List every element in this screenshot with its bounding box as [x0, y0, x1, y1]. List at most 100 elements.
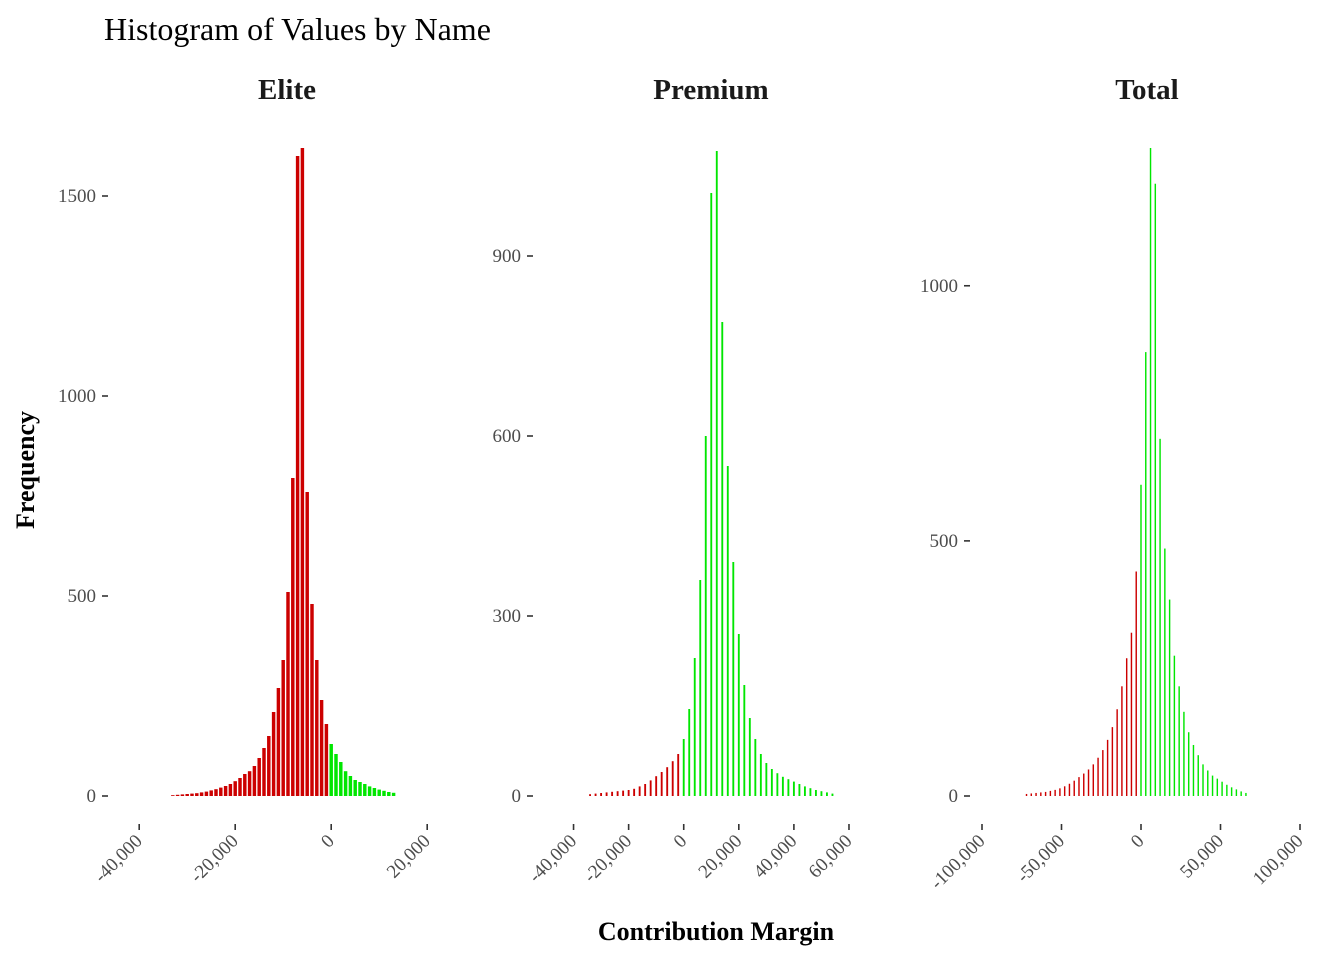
histogram-bar	[348, 776, 353, 796]
histogram-bar	[594, 793, 597, 796]
histogram-bar	[372, 788, 377, 796]
histogram-bar	[190, 793, 194, 796]
x-tick-label: 20,000	[383, 831, 435, 883]
y-tick-label: 0	[512, 786, 522, 807]
histogram-bar	[1059, 788, 1061, 796]
histogram-bar	[666, 767, 669, 796]
histogram-bar	[737, 634, 740, 796]
x-tick-label: 0	[670, 831, 692, 853]
histogram-bar	[710, 193, 713, 796]
histogram-bar	[826, 792, 828, 796]
histogram-bar	[1216, 778, 1219, 796]
histogram-bar	[715, 151, 718, 796]
histogram-bar	[1197, 755, 1199, 796]
y-tick-label: 0	[949, 786, 959, 807]
histogram-bar	[382, 790, 386, 796]
histogram-bar	[1173, 655, 1176, 796]
x-tick-label: -20,000	[580, 831, 636, 887]
y-tick-label: 1000	[58, 386, 96, 407]
histogram-bar	[262, 748, 266, 796]
histogram-bar	[616, 791, 619, 796]
y-tick-label: 300	[493, 606, 522, 627]
histogram-bar	[1063, 786, 1066, 796]
histogram-bar	[204, 791, 209, 796]
histogram-bar	[291, 478, 295, 796]
histogram-bar	[1125, 658, 1128, 796]
histogram-bar	[682, 739, 685, 796]
histogram-bar	[1235, 789, 1238, 796]
histogram-bar	[1054, 789, 1056, 796]
histogram-bar	[310, 604, 314, 796]
histogram-bar	[180, 794, 185, 796]
histogram-bar	[228, 784, 233, 796]
y-tick-label: 500	[68, 586, 97, 607]
histogram-bar	[271, 712, 276, 796]
histogram-bar	[195, 793, 199, 796]
histogram-bar	[1164, 548, 1166, 796]
histogram-bar	[358, 782, 362, 796]
histogram-bar	[1040, 792, 1042, 796]
histogram-bar	[233, 781, 237, 796]
histogram-bar	[1087, 769, 1090, 796]
histogram-bar	[600, 793, 603, 796]
histogram-bar	[660, 772, 663, 796]
histogram-bar	[759, 754, 762, 796]
x-tick-label: 0	[317, 831, 339, 853]
histogram-bar	[787, 779, 790, 796]
histogram-bar	[1030, 793, 1032, 796]
y-tick-label: 900	[493, 246, 522, 267]
panel-total: Total 0 500 1000 -100,000 -50,000 0 50,000 100,0…	[920, 74, 1308, 894]
histogram-bar	[1226, 784, 1228, 796]
histogram-bar	[611, 791, 614, 796]
x-tick-label: 40,000	[750, 831, 802, 883]
y-tick-label: 500	[930, 531, 959, 552]
histogram-bar	[1245, 792, 1247, 796]
histogram-bar	[754, 739, 757, 796]
histogram-bar	[1230, 787, 1233, 796]
histogram-bar	[765, 763, 768, 796]
histogram-bar	[776, 773, 779, 796]
histogram-bar	[1140, 484, 1142, 796]
histogram-bar	[1135, 571, 1137, 796]
histogram-bar	[671, 761, 674, 796]
histogram-bar	[1035, 792, 1037, 796]
x-tick-label: -100,000	[927, 831, 990, 894]
histogram-bar	[644, 784, 647, 796]
histogram-bar	[339, 762, 343, 796]
histogram-bar	[831, 793, 834, 796]
facet-strip-label: Elite	[258, 74, 316, 106]
histogram-bar	[688, 709, 691, 796]
histogram-bar	[622, 790, 625, 796]
chart-title: Histogram of Values by Name	[104, 11, 491, 47]
histogram-bar	[770, 769, 773, 796]
histogram-bar	[820, 791, 823, 796]
histogram-bar	[638, 786, 641, 796]
histogram-bar	[1240, 791, 1242, 796]
histogram-bar	[214, 789, 218, 796]
panel-elite: Elite 0 500 1000 1500 -40,000 -20,000 0 20,000	[58, 74, 435, 887]
histogram-bar	[300, 148, 305, 796]
histogram-bar	[803, 786, 806, 796]
histogram-bar	[219, 787, 223, 796]
histogram-bar	[627, 790, 630, 796]
histogram-bar	[748, 718, 751, 796]
histogram-bar	[223, 786, 228, 796]
histogram-bar	[286, 592, 290, 796]
histogram-bar	[798, 784, 801, 796]
x-tick-label: 60,000	[805, 831, 857, 883]
y-tick-label: 0	[87, 786, 97, 807]
histogram-bar	[655, 776, 658, 796]
histogram-bar	[324, 724, 329, 796]
y-axis-title: Frequency	[11, 411, 40, 529]
histogram-bar	[1130, 632, 1133, 796]
histogram-bar	[315, 660, 319, 796]
histogram-bar	[353, 780, 357, 796]
histogram-bar	[809, 788, 812, 796]
histogram-bar	[726, 466, 729, 796]
histogram-bar	[247, 771, 252, 796]
x-tick-label: -50,000	[1013, 831, 1069, 887]
histogram-bar	[1025, 793, 1028, 796]
histogram-bar	[1097, 757, 1099, 796]
x-axis-title: Contribution Margin	[598, 917, 835, 946]
